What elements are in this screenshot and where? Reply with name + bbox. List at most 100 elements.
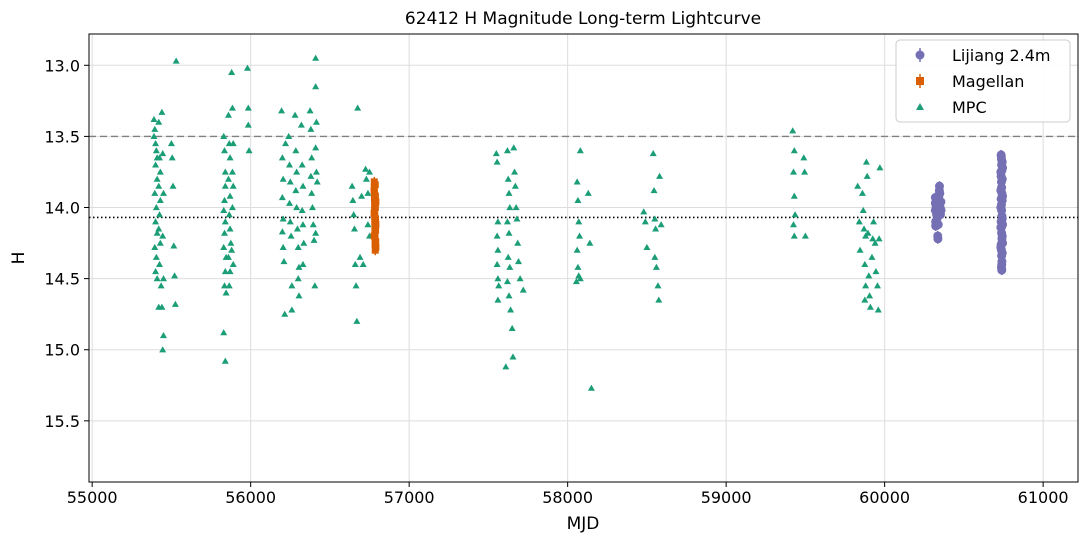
lijiang-point (998, 163, 1008, 173)
mpc-point (312, 168, 320, 175)
mpc-point (159, 275, 167, 282)
y-tick-label: 14.5 (44, 270, 80, 289)
mpc-point (293, 168, 301, 175)
legend-box (895, 39, 1071, 123)
mpc-point (800, 154, 808, 161)
mpc-point (153, 175, 161, 182)
mpc-point (299, 260, 307, 268)
mpc-point (351, 260, 359, 268)
mpc-point (576, 232, 584, 239)
mpc-point (156, 168, 164, 175)
mpc-point (155, 118, 163, 125)
mpc-point (870, 218, 878, 225)
mpc-point (221, 218, 229, 225)
mpc-point (312, 54, 320, 61)
mpc-point (221, 147, 229, 154)
mpc-point (309, 221, 317, 228)
mpc-point (152, 218, 160, 225)
mpc-point (221, 229, 229, 236)
mpc-point (494, 246, 502, 253)
mpc-point (801, 232, 809, 239)
mpc-point (858, 189, 866, 196)
mpc-point (572, 277, 580, 285)
mpc-point (282, 140, 290, 147)
axes-frame (88, 33, 1079, 483)
mpc-point (868, 253, 876, 260)
mpc-point (362, 175, 370, 182)
magellan-point (372, 221, 380, 229)
mpc-point (151, 243, 159, 250)
mpc-point (494, 218, 502, 225)
mpc-point (575, 218, 583, 225)
mpc-point (220, 243, 228, 250)
x-tick-label: 55000 (67, 488, 118, 507)
mpc-point (278, 194, 286, 201)
y-tick-label: 13.0 (44, 56, 80, 75)
mpc-point (285, 199, 293, 206)
mpc-point (279, 243, 287, 250)
mpc-point (652, 225, 660, 232)
lijiang-point (933, 220, 943, 230)
lijiang-point (997, 259, 1007, 269)
mpc-point (511, 168, 519, 175)
mpc-point (310, 236, 318, 243)
mpc-point (278, 107, 286, 114)
mpc-point (312, 118, 320, 125)
y-tick-label: 14.0 (44, 199, 80, 218)
mpc-point (156, 211, 164, 218)
mpc-point (292, 147, 300, 154)
magellan-point (372, 198, 380, 206)
mpc-point (650, 186, 658, 194)
mpc-point (586, 239, 594, 246)
legend-label: Magellan (952, 72, 1024, 91)
mpc-point (856, 246, 864, 253)
mpc-point (245, 147, 253, 154)
mpc-point (507, 306, 515, 313)
mpc-point (286, 218, 294, 225)
mpc-point (587, 384, 595, 391)
mpc-point (308, 154, 316, 161)
mpc-point (874, 306, 882, 313)
lijiang-point (936, 197, 946, 207)
magellan-point (372, 215, 380, 223)
mpc-point (790, 147, 798, 154)
x-tick-label: 61000 (1018, 488, 1069, 507)
mpc-point (574, 196, 582, 204)
mpc-point (226, 268, 234, 275)
mpc-point (226, 154, 234, 161)
mpc-point (156, 196, 164, 204)
magellan-point (371, 192, 379, 200)
mpc-point (863, 172, 871, 179)
mpc-point (651, 215, 659, 222)
mpc-point (228, 246, 236, 253)
lijiang-point (997, 231, 1007, 241)
mpc-point (306, 107, 314, 114)
mpc-point (866, 292, 874, 299)
mpc-point (508, 324, 516, 332)
mpc-point (155, 182, 163, 189)
y-tick-label: 13.5 (44, 127, 80, 146)
legend-label: Lijiang 2.4m (952, 46, 1050, 65)
x-tick-label: 59000 (701, 488, 752, 507)
x-tick-label: 57000 (384, 488, 435, 507)
mpc-point (859, 206, 867, 213)
mpc-point (226, 192, 234, 199)
mpc-point (509, 353, 517, 360)
mpc-point (285, 161, 293, 168)
mpc-point (244, 121, 252, 128)
mpc-point (158, 108, 166, 115)
magellan-point (370, 232, 378, 240)
lijiang-point (935, 188, 945, 198)
legend: Lijiang 2.4m Magellan MPC (895, 39, 1071, 123)
mpc-point (350, 211, 358, 218)
mpc-point (356, 253, 364, 260)
mpc-point (654, 282, 662, 289)
mpc-point (790, 221, 798, 228)
mpc-point (871, 239, 879, 246)
mpc-point (358, 192, 366, 199)
mpc-point (350, 225, 358, 232)
mpc-point (854, 182, 862, 189)
mpc-point (519, 286, 527, 293)
mpc-point (221, 357, 229, 364)
x-tick-label: 60000 (859, 488, 910, 507)
